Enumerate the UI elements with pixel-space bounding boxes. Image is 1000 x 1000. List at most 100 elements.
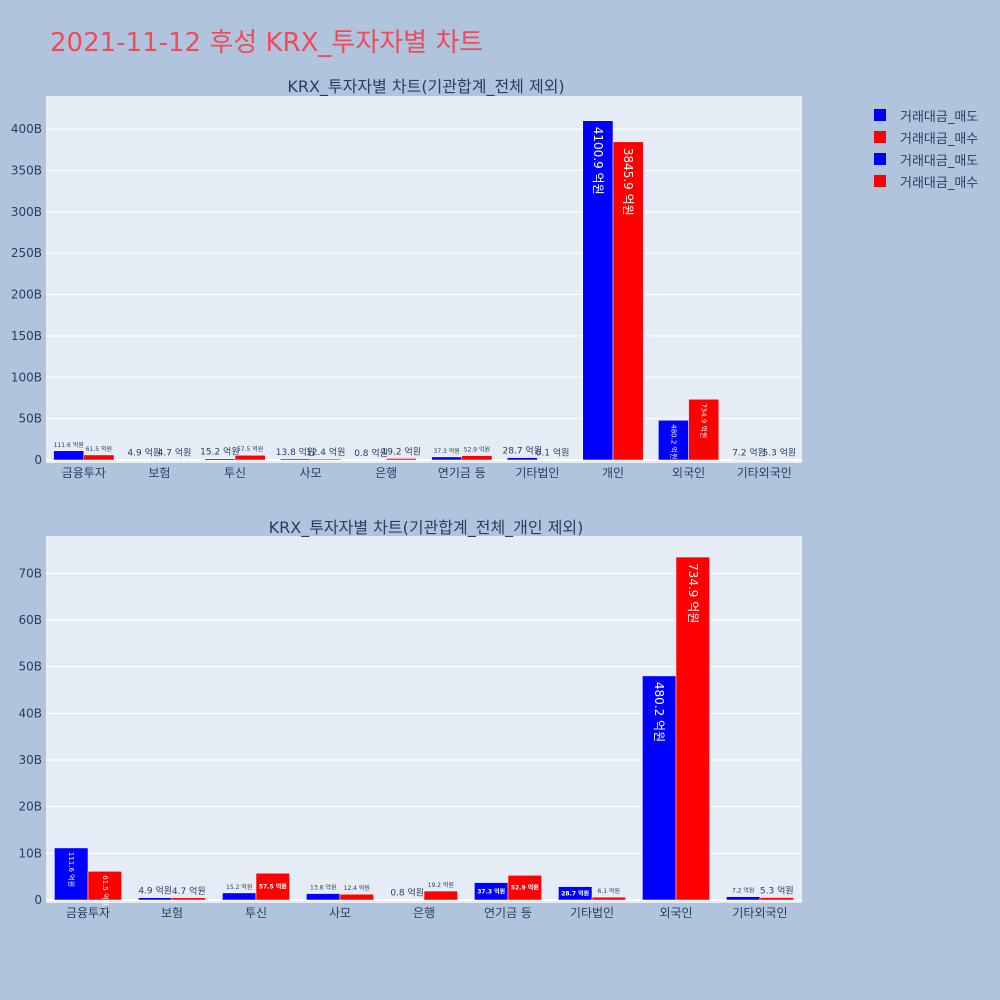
legend-label: 거래대금_매수 xyxy=(900,131,979,147)
data-label: 0.8 억원 xyxy=(390,887,424,899)
chart-title: KRX_투자자별 차트(기관합계_전체_개인 제외) xyxy=(269,518,584,538)
legend-label: 거래대금_매도 xyxy=(900,153,979,169)
legend-item[interactable]: 거래대금_매수 xyxy=(874,170,978,192)
bar-buy xyxy=(507,875,542,901)
y-tick-label: 50B xyxy=(18,660,42,674)
data-label: 6.1 억원 xyxy=(598,887,621,895)
bar-buy xyxy=(612,141,644,461)
data-label: 4.9 억원 xyxy=(127,447,161,459)
data-label: 4.7 억원 xyxy=(172,885,206,897)
data-label: 28.7 억원 xyxy=(561,889,589,897)
data-label: 4.9 억원 xyxy=(138,885,172,897)
page-title: 2021-11-12 후성 KRX_투자자별 차트 xyxy=(50,28,484,58)
x-tick-label: 은행 xyxy=(375,465,397,480)
data-label: 37.3 억원 xyxy=(477,887,505,895)
y-tick-label: 50B xyxy=(18,412,42,426)
legend-item[interactable]: 거래대금_매도 xyxy=(874,148,978,170)
bar-sell xyxy=(558,886,593,901)
x-tick-label: 은행 xyxy=(413,905,435,920)
chart-1: 0 50B 100B 150B 200B 250B 300B 350B 400B KRX_투자자별… xyxy=(11,77,802,480)
y-tick-label: 0 xyxy=(34,893,42,907)
plot-area xyxy=(46,96,802,463)
x-tick-label: 기타외국인 xyxy=(732,906,787,920)
data-label: 13.8 억원 xyxy=(276,446,315,458)
data-label: 480.2 억원 xyxy=(669,424,678,459)
data-label: 52.9 억원 xyxy=(464,446,490,454)
bar-sell xyxy=(204,458,236,461)
data-label: 5.3 억원 xyxy=(760,885,794,897)
data-label: 28.7 억원 xyxy=(503,445,542,457)
legend-swatch xyxy=(874,175,886,187)
y-tick-label: 350B xyxy=(11,163,42,177)
y-tick-label: 30B xyxy=(18,753,42,767)
bar-sell xyxy=(306,893,341,901)
bar-buy xyxy=(591,896,626,901)
bar-sell xyxy=(726,896,761,901)
bar-buy xyxy=(310,458,342,461)
x-tick-label: 기타법인 xyxy=(515,466,559,480)
y-tick-label: 150B xyxy=(11,329,42,343)
data-label: 61.5 억원 xyxy=(101,875,110,906)
bar-sell xyxy=(733,459,765,461)
bar-sell xyxy=(53,450,85,461)
bar-buy xyxy=(688,398,720,461)
x-tick-label: 외국인 xyxy=(659,906,692,920)
data-label: 12.4 억원 xyxy=(306,446,345,458)
x-tick-label: 투신 xyxy=(224,466,246,480)
data-label: 57.5 억원 xyxy=(259,883,287,891)
x-tick-label: 사모 xyxy=(300,466,322,480)
data-label: 15.2 억원 xyxy=(200,446,239,458)
bar-buy xyxy=(759,897,794,901)
x-tick-label: 연기금 등 xyxy=(484,906,532,920)
bar-sell xyxy=(642,675,677,901)
legend-label: 거래대금_매수 xyxy=(900,175,979,191)
bar-buy xyxy=(537,459,568,461)
x-tick-label: 기타법인 xyxy=(570,906,614,920)
bar-buy xyxy=(87,871,122,901)
bar-buy xyxy=(234,454,266,461)
bar-buy xyxy=(339,893,374,901)
y-tick-label: 60B xyxy=(18,613,42,627)
bar-sell xyxy=(431,456,463,461)
bar-buy xyxy=(83,454,115,461)
data-label: 0.8 억원 xyxy=(354,447,388,459)
data-label: 12.4 억원 xyxy=(344,884,370,892)
data-label: 37.3 억원 xyxy=(434,447,460,455)
data-label: 15.2 억원 xyxy=(226,883,252,891)
x-tick-label: 개인 xyxy=(602,466,624,480)
legend-item[interactable]: 거래대금_매수 xyxy=(874,126,978,148)
bar-buy xyxy=(255,872,290,901)
data-label: 7.2 억원 xyxy=(732,887,755,895)
data-label: 734.9 억원 xyxy=(686,563,700,623)
y-tick-label: 40B xyxy=(18,706,42,720)
y-tick-label: 100B xyxy=(11,370,42,384)
legend-item[interactable]: 거래대금_매도 xyxy=(874,104,978,126)
x-tick-label: 연기금 등 xyxy=(438,466,486,480)
data-label: 52.9 억원 xyxy=(511,884,539,892)
bar-sell xyxy=(54,847,89,901)
x-tick-label: 기타외국인 xyxy=(737,466,792,480)
data-label: 7.2 억원 xyxy=(732,446,766,458)
x-tick-label: 사모 xyxy=(329,906,351,920)
bar-buy xyxy=(171,897,206,901)
legend: 거래대금_매도 거래대금_매수 거래대금_매도 거래대금_매수 xyxy=(874,104,978,192)
data-label: 6.1 억원 xyxy=(536,446,570,458)
x-tick-label: 금융투자 xyxy=(62,466,106,480)
x-tick-label: 외국인 xyxy=(672,466,705,480)
x-tick-label: 금융투자 xyxy=(66,906,110,920)
y-tick-label: 250B xyxy=(11,246,42,260)
bar-sell xyxy=(658,420,689,461)
legend-swatch xyxy=(874,131,886,143)
chart-2: 0 10B 20B 30B 40B 50B 60B 70B KRX_투자자별 차트(기관합계_전… xyxy=(18,518,802,920)
data-label: 4.7 억원 xyxy=(158,447,192,459)
bar-sell xyxy=(582,120,614,461)
bar-sell xyxy=(222,892,257,901)
y-tick-label: 20B xyxy=(18,800,42,814)
data-label: 5.3 억원 xyxy=(762,447,796,459)
data-label: 111.6 억원 xyxy=(67,852,76,887)
data-label: 13.8 억원 xyxy=(310,884,336,892)
legend-swatch xyxy=(874,109,886,121)
x-tick-label: 보험 xyxy=(161,906,183,920)
legend-label: 거래대금_매도 xyxy=(900,109,979,125)
